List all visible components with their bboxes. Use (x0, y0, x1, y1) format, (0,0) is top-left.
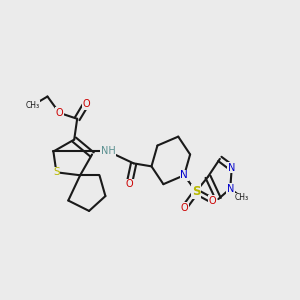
Text: S: S (53, 167, 60, 177)
Text: CH₃: CH₃ (235, 193, 249, 202)
Text: NH: NH (101, 146, 116, 157)
Text: O: O (125, 179, 133, 189)
Text: O: O (180, 203, 188, 213)
Text: O: O (56, 108, 63, 118)
Text: O: O (82, 99, 90, 109)
Text: O: O (208, 196, 216, 206)
Text: CH₃: CH₃ (26, 101, 40, 110)
Text: N: N (228, 163, 236, 173)
Text: N: N (226, 184, 234, 194)
Text: N: N (180, 170, 188, 180)
Text: S: S (192, 185, 200, 198)
